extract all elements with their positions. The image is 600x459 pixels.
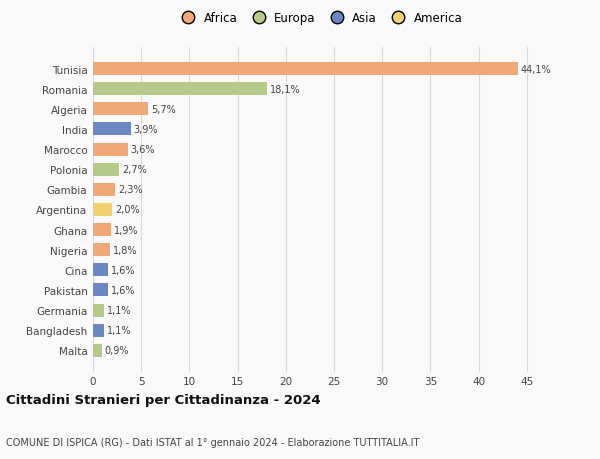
Text: 3,6%: 3,6% <box>131 145 155 155</box>
Text: 18,1%: 18,1% <box>271 84 301 95</box>
Legend: Africa, Europa, Asia, America: Africa, Europa, Asia, America <box>176 12 463 25</box>
Text: 3,9%: 3,9% <box>133 125 158 134</box>
Bar <box>93 103 148 116</box>
Bar <box>93 123 131 136</box>
Text: 1,9%: 1,9% <box>114 225 139 235</box>
Bar <box>93 143 128 156</box>
Text: 2,0%: 2,0% <box>115 205 140 215</box>
Text: 0,9%: 0,9% <box>104 346 129 356</box>
Bar <box>93 203 112 217</box>
Text: Cittadini Stranieri per Cittadinanza - 2024: Cittadini Stranieri per Cittadinanza - 2… <box>6 393 320 406</box>
Bar <box>93 224 112 236</box>
Text: 2,7%: 2,7% <box>122 165 146 175</box>
Bar <box>93 244 110 257</box>
Text: 44,1%: 44,1% <box>521 64 551 74</box>
Bar <box>93 163 119 176</box>
Text: 1,8%: 1,8% <box>113 245 138 255</box>
Text: 5,7%: 5,7% <box>151 105 176 115</box>
Text: 1,6%: 1,6% <box>112 285 136 295</box>
Text: 1,1%: 1,1% <box>106 305 131 315</box>
Bar <box>93 264 109 277</box>
Bar <box>93 63 518 76</box>
Bar <box>93 324 104 337</box>
Bar <box>93 344 101 357</box>
Bar <box>93 83 268 96</box>
Bar <box>93 304 104 317</box>
Text: COMUNE DI ISPICA (RG) - Dati ISTAT al 1° gennaio 2024 - Elaborazione TUTTITALIA.: COMUNE DI ISPICA (RG) - Dati ISTAT al 1°… <box>6 437 419 448</box>
Text: 2,3%: 2,3% <box>118 185 143 195</box>
Bar <box>93 284 109 297</box>
Text: 1,1%: 1,1% <box>106 325 131 336</box>
Bar <box>93 184 115 196</box>
Text: 1,6%: 1,6% <box>112 265 136 275</box>
